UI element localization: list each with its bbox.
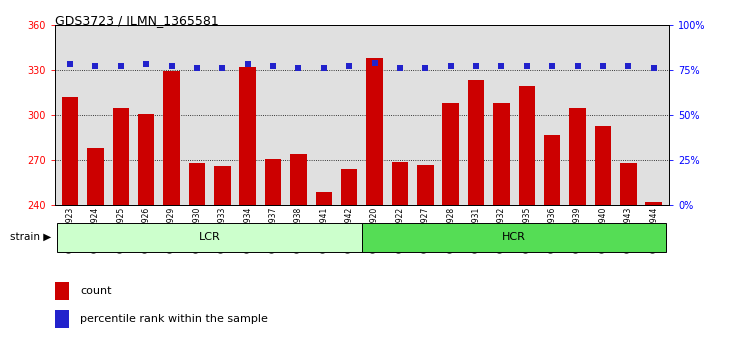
- Bar: [594, 126, 611, 205]
- Bar: [362, 223, 667, 251]
- Point: [572, 63, 583, 69]
- Bar: [163, 72, 180, 205]
- Point: [268, 63, 279, 69]
- Bar: [240, 67, 256, 205]
- Bar: [544, 135, 561, 205]
- Point: [344, 63, 355, 69]
- Text: LCR: LCR: [199, 232, 221, 242]
- Text: count: count: [80, 286, 112, 296]
- Text: percentile rank within the sample: percentile rank within the sample: [80, 314, 268, 324]
- Point: [521, 63, 533, 69]
- Bar: [214, 166, 230, 205]
- Point: [420, 65, 431, 71]
- Point: [292, 65, 304, 71]
- Point: [368, 60, 380, 65]
- Bar: [87, 148, 104, 205]
- Bar: [366, 58, 383, 205]
- Bar: [138, 114, 154, 205]
- Point: [115, 63, 126, 69]
- Bar: [442, 103, 459, 205]
- Point: [318, 65, 330, 71]
- Point: [444, 63, 456, 69]
- Bar: [468, 80, 484, 205]
- Point: [622, 63, 634, 69]
- Point: [90, 63, 102, 69]
- Point: [648, 65, 659, 71]
- Bar: [645, 202, 662, 205]
- Bar: [62, 97, 78, 205]
- Bar: [569, 108, 586, 205]
- Point: [394, 65, 406, 71]
- Bar: [493, 103, 510, 205]
- Point: [166, 63, 178, 69]
- Bar: [417, 165, 433, 205]
- Point: [64, 62, 76, 67]
- Bar: [392, 162, 408, 205]
- Text: HCR: HCR: [502, 232, 526, 242]
- Point: [496, 63, 507, 69]
- Bar: [57, 223, 362, 251]
- Bar: [620, 163, 637, 205]
- Bar: [341, 169, 357, 205]
- Bar: [55, 282, 69, 300]
- Text: strain ▶: strain ▶: [10, 232, 51, 242]
- Bar: [113, 108, 129, 205]
- Bar: [189, 163, 205, 205]
- Text: GDS3723 / ILMN_1365581: GDS3723 / ILMN_1365581: [55, 14, 219, 27]
- Point: [546, 63, 558, 69]
- Bar: [290, 154, 307, 205]
- Point: [140, 62, 152, 67]
- Point: [216, 65, 228, 71]
- Bar: [55, 310, 69, 328]
- Point: [597, 63, 609, 69]
- Point: [470, 63, 482, 69]
- Point: [191, 65, 202, 71]
- Point: [242, 62, 254, 67]
- Bar: [518, 86, 535, 205]
- Bar: [316, 192, 332, 205]
- Bar: [265, 159, 281, 205]
